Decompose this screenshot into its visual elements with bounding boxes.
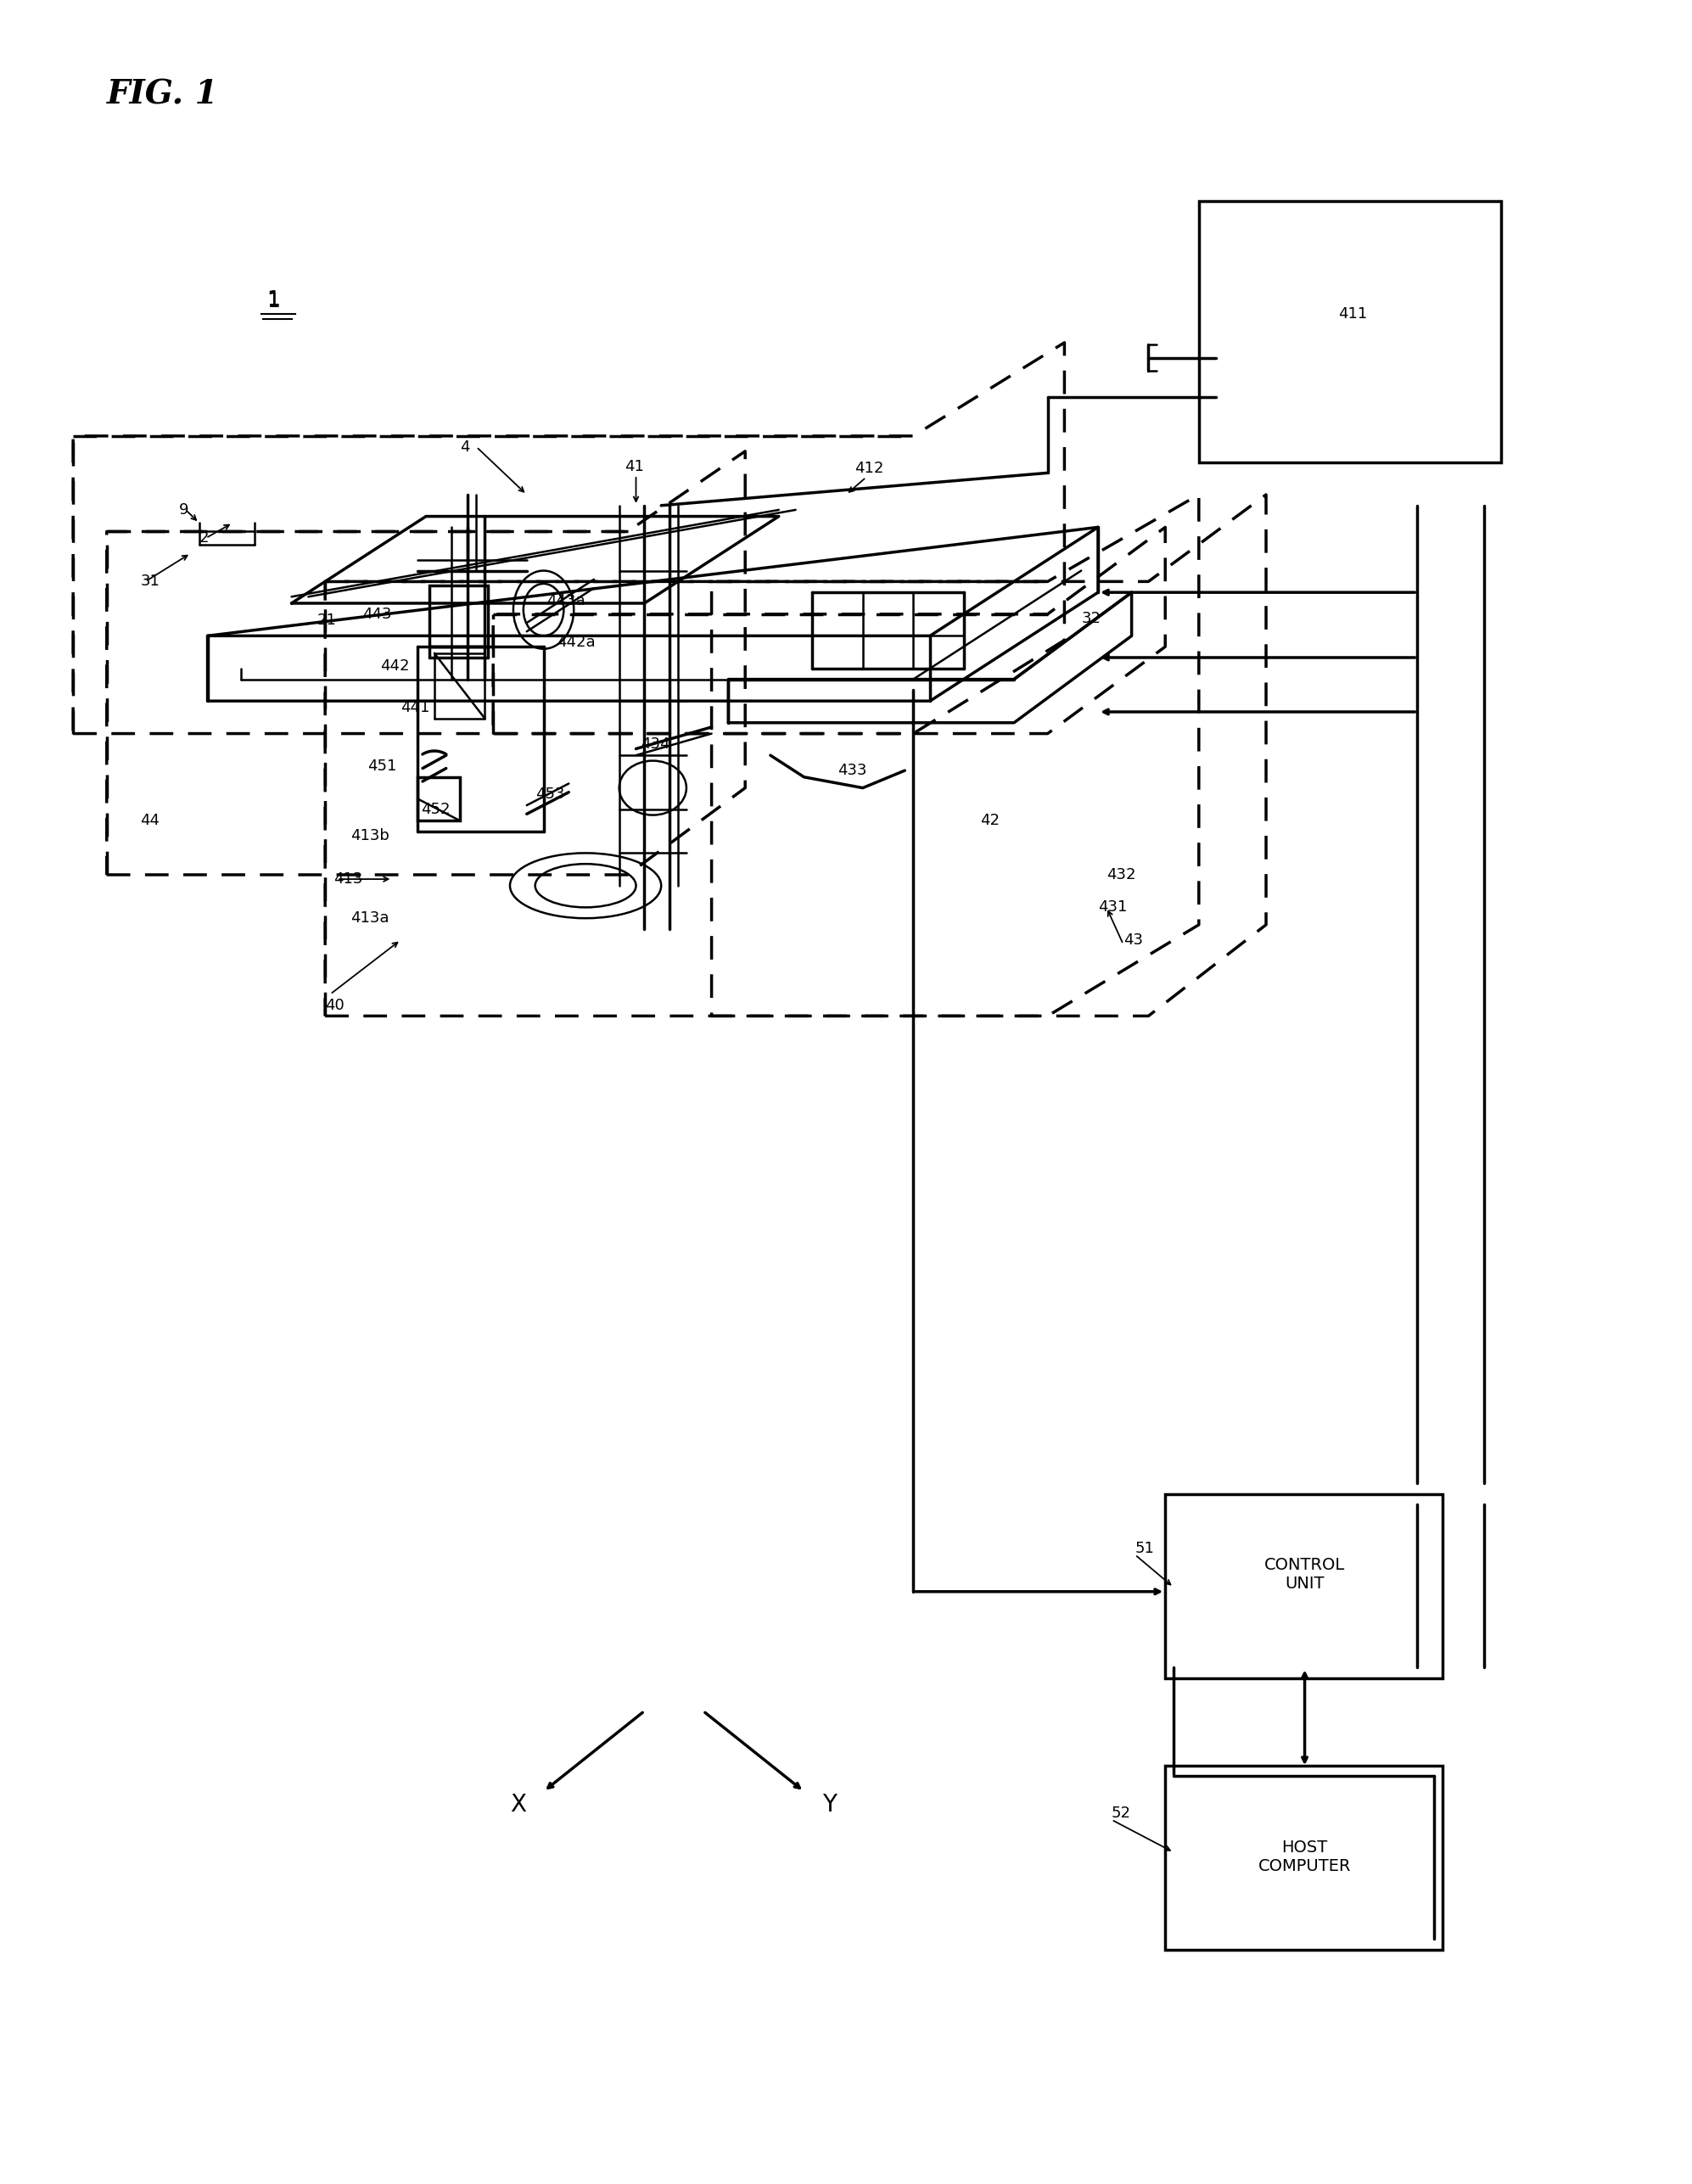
Text: 413: 413 bbox=[333, 871, 362, 887]
Text: 51: 51 bbox=[1135, 1540, 1154, 1555]
Text: 32: 32 bbox=[1081, 612, 1101, 627]
Text: 453: 453 bbox=[535, 786, 565, 802]
Text: 42: 42 bbox=[980, 812, 1000, 828]
Text: 43: 43 bbox=[1123, 933, 1142, 948]
Text: 442a: 442a bbox=[557, 636, 596, 651]
Text: 4: 4 bbox=[460, 439, 469, 454]
Text: 1: 1 bbox=[266, 290, 279, 312]
FancyBboxPatch shape bbox=[1166, 1494, 1443, 1679]
Ellipse shape bbox=[535, 865, 636, 906]
FancyBboxPatch shape bbox=[418, 778, 460, 821]
Text: 413a: 413a bbox=[350, 911, 389, 926]
Ellipse shape bbox=[509, 854, 662, 917]
Text: 432: 432 bbox=[1107, 867, 1135, 882]
FancyBboxPatch shape bbox=[1200, 201, 1501, 463]
Text: 433: 433 bbox=[838, 762, 866, 778]
Text: 52: 52 bbox=[1112, 1806, 1130, 1821]
Text: 431: 431 bbox=[1098, 900, 1127, 915]
Text: 40: 40 bbox=[325, 998, 345, 1013]
FancyBboxPatch shape bbox=[430, 585, 487, 646]
Text: 2: 2 bbox=[200, 531, 208, 546]
Text: 41: 41 bbox=[624, 459, 643, 474]
Ellipse shape bbox=[619, 760, 687, 815]
Text: Y: Y bbox=[822, 1793, 836, 1817]
Text: 443a: 443a bbox=[547, 594, 585, 609]
Text: 441: 441 bbox=[401, 699, 430, 714]
Text: 21: 21 bbox=[316, 614, 337, 629]
Text: 31: 31 bbox=[140, 574, 159, 590]
Text: 434: 434 bbox=[641, 736, 670, 751]
Text: 451: 451 bbox=[367, 758, 396, 773]
Text: 412: 412 bbox=[854, 461, 883, 476]
Text: 413b: 413b bbox=[350, 828, 389, 843]
Text: HOST
COMPUTER: HOST COMPUTER bbox=[1259, 1839, 1352, 1874]
Text: 411: 411 bbox=[1338, 306, 1367, 321]
Text: 1: 1 bbox=[266, 290, 279, 310]
FancyBboxPatch shape bbox=[1166, 1765, 1443, 1950]
Text: CONTROL
UNIT: CONTROL UNIT bbox=[1264, 1557, 1345, 1592]
Text: FIG. 1: FIG. 1 bbox=[107, 79, 218, 111]
Text: X: X bbox=[511, 1793, 526, 1817]
Text: 452: 452 bbox=[421, 802, 450, 817]
Text: 443: 443 bbox=[362, 607, 391, 622]
Text: 9: 9 bbox=[179, 502, 190, 518]
Text: 44: 44 bbox=[140, 812, 159, 828]
Text: 442: 442 bbox=[381, 660, 409, 675]
